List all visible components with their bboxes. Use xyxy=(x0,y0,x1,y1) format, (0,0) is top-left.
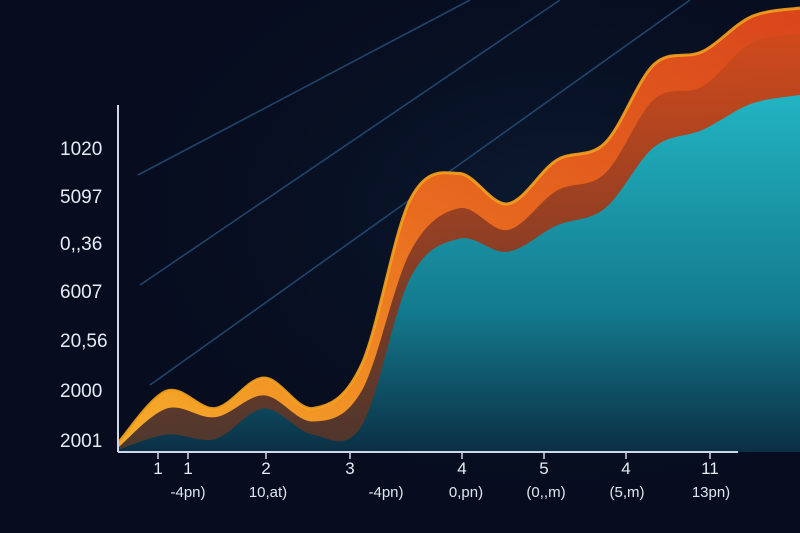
x-tick-label: 1 xyxy=(153,459,162,478)
x-sub-label: -4pn) xyxy=(368,484,403,501)
y-tick-label: 1020 xyxy=(60,139,102,160)
x-tick-label: 11 xyxy=(701,459,719,478)
x-tick-label: 4 xyxy=(621,459,630,478)
x-tick-label: 2 xyxy=(261,459,270,478)
y-tick-label: 5097 xyxy=(60,187,102,208)
x-sub-label: 13pn) xyxy=(692,484,730,501)
series-line-outer xyxy=(116,6,800,445)
x-sub-label: -4pn) xyxy=(170,484,205,501)
x-sub-label: (5,m) xyxy=(610,484,645,501)
series-area-inner xyxy=(118,95,800,452)
x-tick-label: 3 xyxy=(345,459,354,478)
x-tick-label: 1 xyxy=(183,459,192,478)
y-tick-label: 2000 xyxy=(60,381,102,402)
y-tick-label: 6007 xyxy=(60,282,102,303)
y-tick-label: 20,56 xyxy=(60,331,108,352)
x-tick-label: 5 xyxy=(539,459,548,478)
y-tick-label: 2001 xyxy=(60,431,102,452)
x-sub-label: 0,pn) xyxy=(449,484,483,501)
x-sub-label: 10,at) xyxy=(249,484,287,501)
x-tick-label: 4 xyxy=(457,459,466,478)
background-streak xyxy=(139,0,561,286)
background-streak xyxy=(137,0,471,176)
x-sub-label: (0,,m) xyxy=(526,484,565,501)
y-tick-label: 0,,36 xyxy=(60,234,102,255)
